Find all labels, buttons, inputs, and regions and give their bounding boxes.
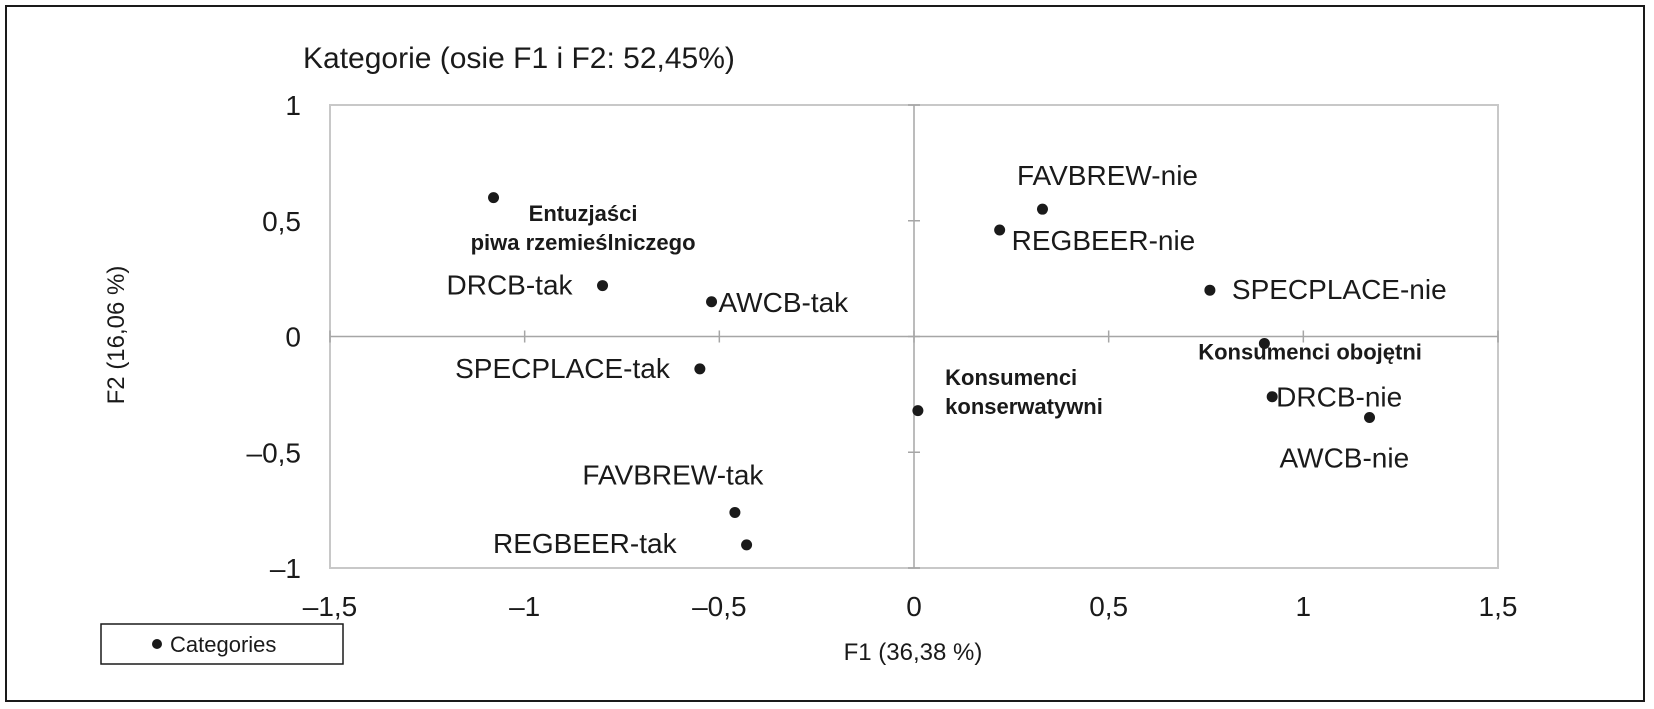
data-point: [1036, 203, 1048, 215]
y-tick-label: 0: [285, 322, 301, 353]
x-tick-label: –1: [509, 591, 540, 622]
point-label: AWCB-tak: [719, 287, 850, 318]
figure-frame: [5, 5, 1645, 702]
cluster-label: Entuzjaści piwa rzemieślniczego: [471, 201, 696, 255]
cluster-label-line: Konsumenci obojętni: [1198, 340, 1422, 365]
point-label: REGBEER-nie: [1012, 225, 1196, 256]
legend-box: [100, 623, 344, 665]
point-label: DRCB-tak: [447, 270, 574, 301]
cluster-label: Konsumenci konserwatywni: [945, 365, 1103, 419]
cluster-label-line: piwa rzemieślniczego: [471, 230, 696, 255]
legend-marker: [152, 639, 162, 649]
x-tick-label: 1: [1296, 591, 1312, 622]
data-point: [994, 224, 1006, 236]
x-axis-title: F1 (36,38 %): [844, 639, 983, 666]
data-point: [1204, 284, 1216, 296]
data-point: [1258, 337, 1270, 349]
x-tick-label: 1,5: [1479, 591, 1518, 622]
y-tick-label: –1: [270, 553, 301, 584]
cluster-label-line: Konsumenci: [945, 365, 1077, 390]
y-tick-label: 1: [285, 90, 301, 121]
point-label: SPECPLACE-nie: [1232, 274, 1447, 305]
data-point: [741, 539, 753, 551]
point-label: DRCB-nie: [1276, 382, 1402, 413]
point-label: SPECPLACE-tak: [455, 353, 671, 384]
data-point: [488, 192, 500, 204]
data-point: [694, 363, 706, 375]
chart-title: Kategorie (osie F1 i F2: 52,45%): [303, 42, 735, 75]
y-tick-label: –0,5: [247, 437, 302, 468]
point-label: REGBEER-tak: [493, 528, 678, 559]
data-point: [729, 506, 741, 518]
cluster-label: Konsumenci obojętni: [1198, 340, 1422, 365]
data-point: [1266, 391, 1278, 403]
legend-label: Categories: [170, 632, 276, 657]
cluster-label-line: Entuzjaści: [529, 201, 638, 226]
data-point: [1364, 412, 1376, 424]
y-axis-title: F2 (16,06 %): [103, 266, 130, 405]
point-label: FAVBREW-tak: [582, 459, 764, 490]
x-tick-label: 0: [906, 591, 922, 622]
cluster-label-line: konserwatywni: [945, 394, 1103, 419]
x-tick-label: 0,5: [1089, 591, 1128, 622]
data-point: [597, 280, 609, 292]
x-tick-label: –0,5: [692, 591, 747, 622]
point-label: FAVBREW-nie: [1017, 160, 1198, 191]
x-tick-label: –1,5: [303, 591, 358, 622]
legend: Categories: [100, 623, 344, 665]
data-point: [706, 296, 718, 308]
point-label: AWCB-nie: [1280, 443, 1410, 474]
data-point: [912, 405, 924, 417]
y-tick-label: 0,5: [262, 206, 301, 237]
